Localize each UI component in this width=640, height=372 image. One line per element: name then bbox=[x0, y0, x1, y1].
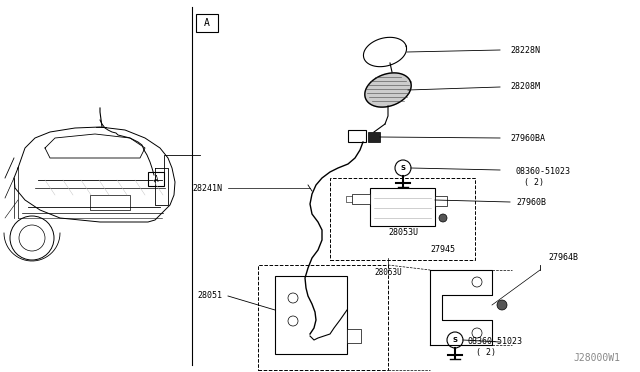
Text: 28228N: 28228N bbox=[510, 45, 540, 55]
Bar bbox=[346, 196, 352, 202]
Bar bbox=[148, 172, 164, 186]
Text: S: S bbox=[401, 165, 406, 171]
Text: 28241N: 28241N bbox=[192, 183, 222, 192]
Text: 08360-51023: 08360-51023 bbox=[516, 167, 571, 176]
Polygon shape bbox=[365, 73, 411, 107]
Bar bbox=[258, 265, 388, 370]
Bar bbox=[275, 276, 347, 354]
Bar bbox=[368, 132, 380, 142]
Text: ( 2): ( 2) bbox=[476, 349, 496, 357]
Text: 28051: 28051 bbox=[197, 292, 222, 301]
Text: J28000W1: J28000W1 bbox=[573, 353, 620, 363]
Text: A: A bbox=[154, 174, 158, 183]
Text: 28208M: 28208M bbox=[510, 81, 540, 90]
Text: 28053U: 28053U bbox=[388, 228, 418, 237]
Text: ( 2): ( 2) bbox=[524, 177, 544, 186]
Bar bbox=[347, 329, 361, 343]
Text: 27964B: 27964B bbox=[548, 253, 578, 263]
Bar bbox=[352, 194, 370, 204]
Bar bbox=[348, 130, 366, 142]
Text: 27960B: 27960B bbox=[516, 198, 546, 206]
Text: 27960BA: 27960BA bbox=[510, 134, 545, 142]
Text: 08360-51023: 08360-51023 bbox=[468, 337, 523, 346]
Text: A: A bbox=[204, 18, 210, 28]
Text: 27945: 27945 bbox=[430, 246, 455, 254]
Circle shape bbox=[497, 300, 507, 310]
Bar bbox=[196, 14, 218, 32]
Bar bbox=[370, 188, 435, 226]
Bar bbox=[330, 178, 475, 260]
Bar bbox=[435, 196, 447, 206]
Circle shape bbox=[439, 214, 447, 222]
Bar bbox=[90, 195, 130, 210]
Text: 28053U: 28053U bbox=[374, 268, 402, 277]
Text: S: S bbox=[452, 337, 458, 343]
